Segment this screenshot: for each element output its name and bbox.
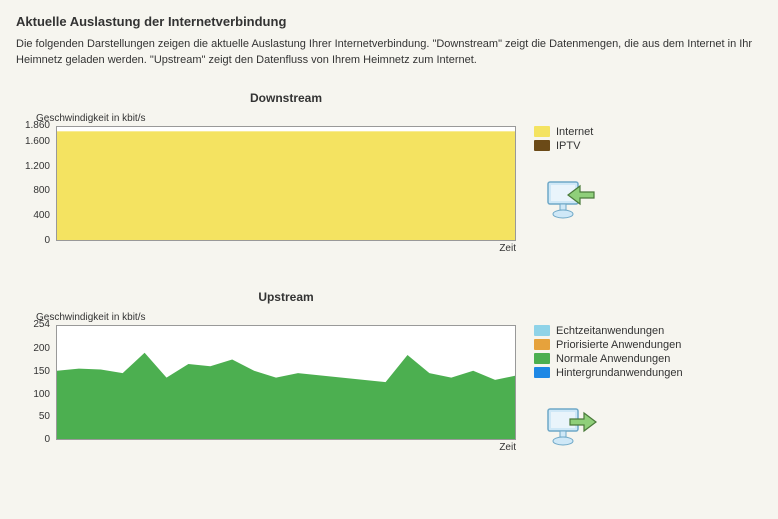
- legend-item: IPTV: [534, 140, 598, 152]
- axis-tick: 50: [39, 412, 50, 422]
- axis-tick: 100: [33, 390, 50, 400]
- downstream-y-axis: 1.8601.6001.2008004000: [16, 126, 56, 241]
- axis-tick: 1.200: [25, 162, 50, 172]
- legend-label: Echtzeitanwendungen: [556, 325, 664, 337]
- upload-icon: [542, 405, 683, 454]
- page-description: Die folgenden Darstellungen zeigen die a…: [16, 37, 762, 69]
- upstream-title: Upstream: [36, 290, 536, 304]
- legend-item: Hintergrundanwendungen: [534, 367, 683, 379]
- axis-tick: 800: [33, 186, 50, 196]
- axis-tick: 400: [33, 211, 50, 221]
- page-title: Aktuelle Auslastung der Internetverbindu…: [16, 14, 762, 29]
- legend-label: Internet: [556, 126, 593, 138]
- legend-item: Echtzeitanwendungen: [534, 325, 683, 337]
- legend-swatch: [534, 325, 550, 336]
- legend-swatch: [534, 353, 550, 364]
- legend-swatch: [534, 140, 550, 151]
- axis-tick: 150: [33, 367, 50, 377]
- axis-tick: 1.860: [25, 121, 50, 131]
- legend-label: Hintergrundanwendungen: [556, 367, 683, 379]
- legend-swatch: [534, 339, 550, 350]
- axis-tick: 200: [33, 344, 50, 354]
- legend-label: Priorisierte Anwendungen: [556, 339, 681, 351]
- axis-tick: 0: [44, 435, 50, 445]
- downstream-plot: [56, 126, 516, 241]
- legend-label: Normale Anwendungen: [556, 353, 670, 365]
- upstream-y-axis: 254200150100500: [16, 325, 56, 440]
- upstream-y-label: Geschwindigkeit in kbit/s: [36, 312, 762, 323]
- downstream-y-label: Geschwindigkeit in kbit/s: [36, 113, 762, 124]
- legend-item: Internet: [534, 126, 598, 138]
- legend-label: IPTV: [556, 140, 580, 152]
- legend-swatch: [534, 367, 550, 378]
- download-icon: [542, 178, 598, 227]
- downstream-x-label: Zeit: [56, 243, 516, 254]
- downstream-legend: Internet IPTV: [534, 126, 598, 154]
- axis-tick: 254: [33, 320, 50, 330]
- upstream-x-label: Zeit: [56, 442, 516, 453]
- upstream-block: Upstream Geschwindigkeit in kbit/s 254 20…: [16, 290, 762, 454]
- upstream-plot: [56, 325, 516, 440]
- legend-item: Priorisierte Anwendungen: [534, 339, 683, 351]
- downstream-title: Downstream: [36, 91, 536, 105]
- axis-tick: 1.600: [25, 137, 50, 147]
- legend-item: Normale Anwendungen: [534, 353, 683, 365]
- axis-tick: 0: [44, 236, 50, 246]
- legend-swatch: [534, 126, 550, 137]
- upstream-legend: Echtzeitanwendungen Priorisierte Anwendun…: [534, 325, 683, 381]
- downstream-block: Downstream Geschwindigkeit in kbit/s 1.8…: [16, 91, 762, 254]
